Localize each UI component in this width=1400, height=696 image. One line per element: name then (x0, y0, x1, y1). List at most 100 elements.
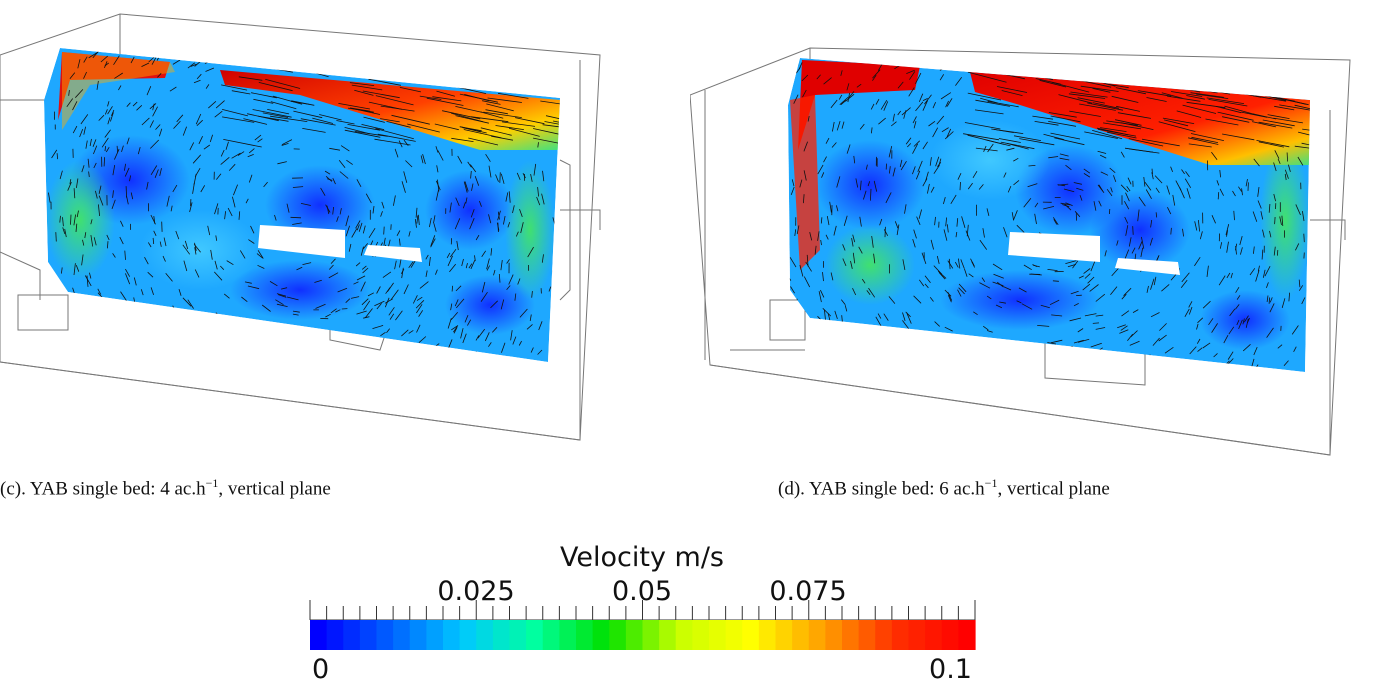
flow-arrow (1198, 81, 1220, 88)
flow-arrow (1242, 79, 1270, 85)
flow-arrow (955, 231, 958, 238)
flow-arrow (360, 246, 364, 256)
flow-arrow (905, 311, 911, 318)
flow-arrow (1124, 216, 1129, 224)
caption-c: (c). YAB single bed: 4 ac.h−1, vertical … (0, 476, 331, 500)
flow-arrow (1170, 227, 1172, 235)
flow-arrow (820, 239, 822, 246)
flow-arrow (1267, 114, 1290, 119)
flow-arrow (958, 287, 965, 295)
flow-arrow (870, 103, 875, 110)
flow-arrow (461, 258, 464, 267)
flow-arrow (372, 206, 375, 214)
flow-arrow (1013, 210, 1018, 221)
flow-arrow (1084, 273, 1091, 279)
flow-arrow (477, 328, 486, 339)
flow-arrow (498, 273, 501, 283)
flow-arrow (464, 314, 469, 323)
flow-arrow (802, 349, 806, 360)
flow-arrow (1069, 110, 1101, 117)
colorbar-band (393, 620, 411, 650)
flow-arrow (928, 120, 936, 127)
flow-arrow (908, 87, 915, 97)
flow-arrow (1281, 298, 1286, 309)
flow-arrow (922, 100, 928, 111)
flow-arrow (1232, 190, 1236, 197)
flow-arrow (820, 289, 825, 298)
velocity-plane (44, 48, 560, 362)
flow-arrow (1246, 317, 1250, 324)
flow-arrow (67, 181, 72, 191)
flow-arrow (815, 360, 820, 365)
flow-arrow (508, 127, 540, 137)
flow-arrow (1120, 184, 1129, 193)
flow-arrow (107, 106, 113, 115)
flow-arrow (154, 169, 159, 178)
flow-arrow (232, 196, 236, 208)
flow-arrow (104, 146, 106, 152)
flow-arrow (1131, 247, 1136, 254)
flow-arrow (932, 127, 939, 138)
flow-arrow (1164, 346, 1174, 354)
flow-arrow (1125, 225, 1129, 236)
flow-arrow (967, 344, 975, 349)
flow-arrow (975, 99, 1010, 107)
flow-arrow (336, 216, 339, 222)
flow-arrow (1274, 105, 1295, 111)
flow-arrow (1016, 224, 1025, 233)
flow-arrow (929, 297, 934, 302)
flow-arrow (1291, 325, 1299, 335)
flow-arrow (447, 255, 453, 267)
flow-arrow (1266, 71, 1300, 79)
flow-arrow (1029, 357, 1041, 361)
flow-arrow (374, 300, 385, 307)
flow-arrow (852, 252, 856, 264)
flow-arrow (455, 298, 465, 309)
flow-arrow (875, 316, 882, 327)
colorbar-band (858, 620, 876, 650)
flow-arrow (194, 269, 200, 278)
flow-arrow (1245, 68, 1277, 78)
flow-arrow (170, 205, 173, 212)
flow-arrow (1273, 193, 1276, 202)
flow-arrow (345, 298, 351, 303)
flow-arrow (456, 240, 459, 251)
flow-arrow (361, 124, 385, 131)
flow-arrow (883, 229, 889, 236)
flow-arrow (892, 113, 895, 122)
flow-arrow (885, 192, 892, 204)
flow-arrow (435, 190, 439, 201)
flow-arrow (866, 290, 871, 295)
flow-arrow (141, 62, 150, 67)
flow-arrow (1090, 342, 1102, 348)
flow-arrow (329, 147, 341, 151)
flow-arrow (1025, 356, 1033, 360)
flow-arrow (147, 242, 152, 248)
flow-arrow (208, 101, 217, 109)
flow-arrow (214, 110, 223, 118)
flow-arrow (1130, 330, 1138, 338)
flow-arrow (274, 214, 277, 221)
flow-arrow (873, 253, 876, 264)
flow-arrow (1132, 226, 1134, 235)
flow-arrow (829, 201, 832, 213)
flow-arrow (88, 171, 90, 178)
flow-arrow (1141, 81, 1165, 86)
flow-arrow (1194, 256, 1201, 267)
flow-arrow (822, 308, 832, 317)
flow-arrow (1063, 188, 1075, 193)
flow-arrow (920, 354, 928, 366)
flow-arrow (401, 329, 409, 337)
flow-arrow (964, 122, 1001, 130)
flow-arrow (956, 218, 959, 227)
flow-arrow (463, 181, 468, 193)
flow-arrow (890, 121, 897, 127)
flow-arrow (449, 248, 457, 258)
flow-arrow (791, 179, 795, 187)
flow-arrow (281, 143, 289, 146)
flow-arrow (1235, 286, 1240, 293)
flow-arrow (1253, 113, 1277, 120)
flow-arrow (491, 135, 514, 141)
flow-arrow (410, 259, 417, 268)
flow-arrow (276, 62, 296, 66)
